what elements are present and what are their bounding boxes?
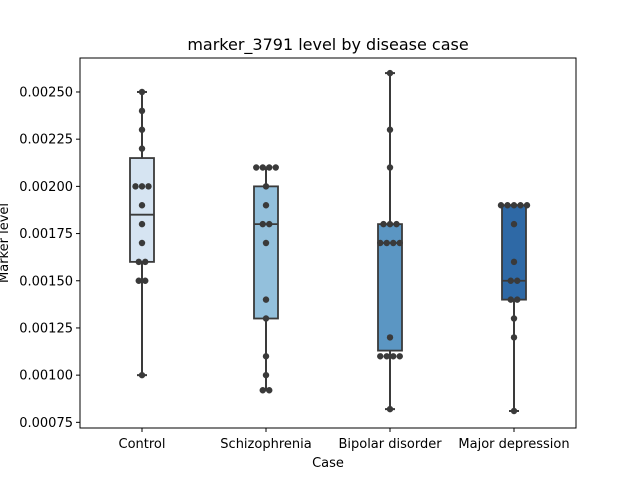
boxes xyxy=(129,69,531,415)
data-point xyxy=(138,220,146,228)
data-point xyxy=(262,202,270,209)
y-tick-label: 0.00100 xyxy=(19,369,73,384)
data-point xyxy=(510,315,518,322)
data-point xyxy=(259,387,266,394)
data-point xyxy=(510,202,518,209)
data-point xyxy=(132,183,139,190)
data-point xyxy=(266,387,273,394)
data-point xyxy=(142,277,149,284)
data-point xyxy=(514,296,521,303)
data-point xyxy=(135,258,142,266)
data-point xyxy=(383,353,390,360)
data-point xyxy=(386,69,394,77)
data-point xyxy=(510,407,518,415)
data-point xyxy=(262,183,270,190)
data-point xyxy=(138,202,146,209)
box-group xyxy=(497,202,531,415)
data-point xyxy=(523,202,531,209)
data-point xyxy=(386,334,394,341)
data-point xyxy=(145,183,152,190)
data-point xyxy=(497,202,505,209)
data-point xyxy=(262,315,270,322)
data-point xyxy=(383,239,390,247)
data-point xyxy=(138,145,146,152)
data-point xyxy=(138,371,146,379)
data-point xyxy=(135,277,142,284)
data-point xyxy=(507,296,514,303)
x-tick-label: Control xyxy=(119,437,166,452)
data-point xyxy=(510,220,518,228)
data-point xyxy=(390,353,397,360)
data-point xyxy=(510,258,518,266)
data-point xyxy=(138,88,146,96)
data-point xyxy=(377,353,384,360)
box-group xyxy=(253,164,279,394)
data-point xyxy=(517,202,524,209)
data-point xyxy=(386,126,394,133)
y-tick-label: 0.00075 xyxy=(19,416,73,431)
y-tick-label: 0.00150 xyxy=(19,274,73,289)
data-point xyxy=(393,220,400,228)
x-axis-label: Case xyxy=(312,456,344,471)
data-point xyxy=(262,239,270,247)
data-point xyxy=(138,183,146,190)
chart-title: marker_3791 level by disease case xyxy=(187,35,468,55)
y-axis: 0.00075 0.00100 0.00125 0.00150 0.00175 0.002… xyxy=(19,85,80,431)
x-tick-label: Schizophrenia xyxy=(220,437,311,452)
data-point xyxy=(510,334,518,341)
data-point xyxy=(142,258,149,266)
box-group xyxy=(377,69,403,413)
data-point xyxy=(380,220,387,228)
y-tick-label: 0.00225 xyxy=(19,133,73,148)
x-tick-label: Major depression xyxy=(458,437,569,452)
box-group xyxy=(129,88,155,379)
data-point xyxy=(266,220,273,228)
data-point xyxy=(262,296,270,303)
y-tick-label: 0.00175 xyxy=(19,227,73,242)
x-tick-label: Bipolar disorder xyxy=(338,437,442,452)
data-point xyxy=(386,405,394,413)
data-point xyxy=(266,164,273,171)
data-point xyxy=(262,353,270,360)
iqr-box xyxy=(501,204,527,301)
data-point xyxy=(272,164,279,171)
data-point xyxy=(396,239,403,247)
data-point xyxy=(253,164,260,171)
data-point xyxy=(507,277,514,284)
data-point xyxy=(138,107,146,115)
y-axis-label: Marker level xyxy=(0,203,12,283)
y-tick-label: 0.00125 xyxy=(19,321,73,336)
data-point xyxy=(386,164,394,171)
data-point xyxy=(259,220,266,228)
data-point xyxy=(396,353,403,360)
data-point xyxy=(138,239,146,247)
data-point xyxy=(514,277,521,284)
data-point xyxy=(138,126,146,133)
data-point xyxy=(259,164,266,171)
data-point xyxy=(262,371,270,379)
x-axis: Control Schizophrenia Bipolar disorder Majo… xyxy=(119,428,570,452)
iqr-box xyxy=(129,157,155,263)
data-point xyxy=(386,220,394,228)
data-point xyxy=(390,239,397,247)
plot-area xyxy=(79,57,577,429)
y-tick-label: 0.00250 xyxy=(19,85,73,100)
y-tick-label: 0.00200 xyxy=(19,180,73,195)
data-point xyxy=(504,202,511,209)
data-point xyxy=(377,239,384,247)
